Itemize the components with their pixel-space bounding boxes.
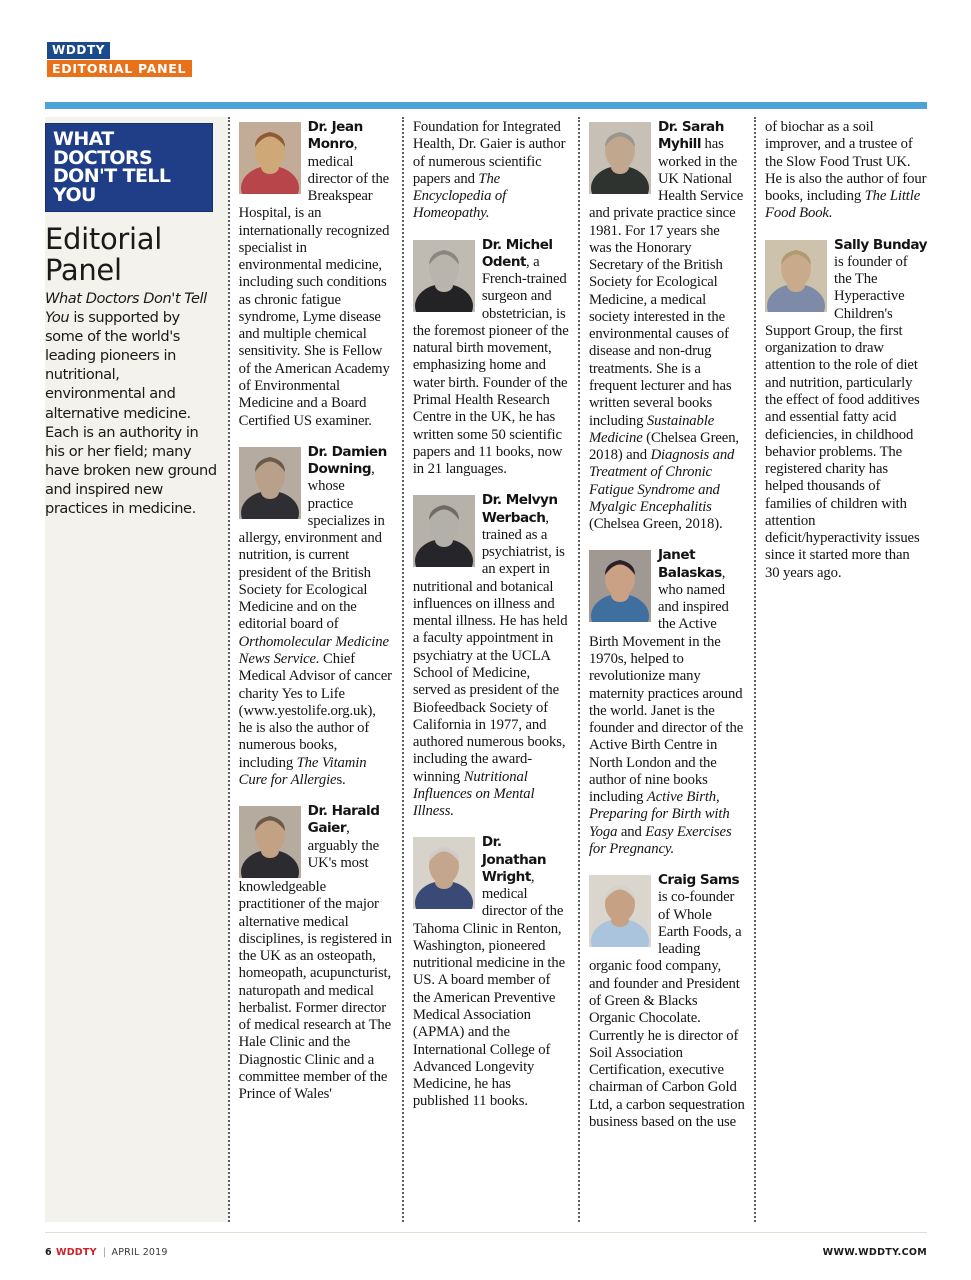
bio-title-damien-downing-italic1: Orthomolecular Medicine News Service. xyxy=(238,633,389,667)
bio-melvyn-werbach: Dr. Melvyn Werbach, trained as a psychia… xyxy=(412,492,569,820)
bio-damien-downing: Dr. Damien Downing, whose practice speci… xyxy=(238,443,393,789)
portrait-jean-monro xyxy=(238,122,301,194)
bio-name-sally-bunday: Sally Bunday xyxy=(834,236,927,253)
bio-jonathan-wright: Dr. Jonathan Wright, medical director of… xyxy=(412,834,569,1110)
bio-text-jean-monro-text: , medical director of the Breakspear Hos… xyxy=(238,136,390,429)
portrait-sally-bunday xyxy=(765,239,828,312)
bio-title-craig-sams-cont-italic1: The Little Food Book. xyxy=(765,188,921,222)
bio-janet-balaskas: Janet Balaskas, who named and inspired t… xyxy=(588,547,745,858)
wddty-wordmark: WHAT DOCTORS DON'T TELL YOU xyxy=(45,123,213,213)
portrait-craig-sams xyxy=(588,875,651,948)
bio-title-sarah-myhill-italic1: Sustainable Medicine xyxy=(588,412,715,446)
column-5: of biochar as a soil improver, and a tru… xyxy=(754,117,927,1222)
top-rule-bar xyxy=(45,102,927,109)
portrait-jonathan-wright xyxy=(412,837,475,910)
page-title-line-2: Panel xyxy=(45,253,122,288)
bio-text-jonathan-wright-text: , medical director of the Tahoma Clinic … xyxy=(412,868,565,1110)
masthead-section-label: EDITORIAL PANEL xyxy=(47,60,193,78)
bio-name-jean-monro: Dr. Jean Monro xyxy=(307,119,364,153)
masthead-brand-label: WDDTY xyxy=(47,42,111,59)
bio-text-michel-odent-text: , a French-trained surgeon and obstetric… xyxy=(412,253,569,478)
portrait-sarah-myhill xyxy=(588,122,651,194)
bio-name-michel-odent: Dr. Michel Odent xyxy=(481,236,553,270)
page-footer: 6 WDDTY | APRIL 2019 WWW.WDDTY.COM xyxy=(45,1232,927,1258)
bio-text-sarah-myhill-text3: (Chelsea Green, 2018). xyxy=(588,516,723,533)
bio-craig-sams: Craig Sams is co-founder of Whole Earth … xyxy=(588,872,745,1131)
portrait-melvyn-werbach xyxy=(412,495,475,568)
page-content: WHAT DOCTORS DON'T TELL YOU Editorial Pa… xyxy=(45,102,927,1222)
bio-text-harald-gaier-cont-text: Foundation for Integrated Health, Dr. Ga… xyxy=(412,119,566,187)
bio-name-damien-downing: Dr. Damien Downing xyxy=(307,443,388,478)
bio-sally-bunday: Sally Bunday is founder of the The Hyper… xyxy=(765,237,927,582)
masthead: WDDTY EDITORIAL PANEL xyxy=(47,41,193,78)
bio-title-janet-balaskas-italic1: Active Birth, Preparing for Birth with Y… xyxy=(588,789,730,840)
bio-text-harald-gaier-text: , arguably the UK's most knowledgeable p… xyxy=(238,820,392,1103)
bio-craig-sams-cont: of biochar as a soil improver, and a tru… xyxy=(765,119,927,223)
portrait-harald-gaier xyxy=(238,806,301,879)
bio-title-sarah-myhill-italic2: Diagnosis and Treatment of Chronic Fatig… xyxy=(588,447,735,515)
bio-text-sarah-myhill-text: has worked in the UK National Health Ser… xyxy=(588,136,744,429)
bio-title-melvyn-werbach-italic1: Nutritional Influences on Mental Illness… xyxy=(412,768,535,820)
portrait-damien-downing xyxy=(238,446,301,519)
bio-name-jonathan-wright: Dr. Jonathan Wright xyxy=(481,834,547,885)
bio-name-melvyn-werbach: Dr. Melvyn Werbach xyxy=(481,492,558,526)
portrait-michel-odent xyxy=(412,239,475,312)
bio-title-janet-balaskas-italic2: Easy Exercises for Pregnancy. xyxy=(588,823,732,857)
footer-separator: | xyxy=(102,1247,107,1258)
column-4: Dr. Sarah Myhill has worked in the UK Na… xyxy=(577,117,754,1222)
bio-title-damien-downing-italic2: The Vitamin Cure for Allergie xyxy=(238,754,367,788)
wordmark-line-2: DON'T TELL YOU xyxy=(53,165,171,206)
page-title-line-1: Editorial xyxy=(45,222,163,257)
footer-brand: WDDTY xyxy=(56,1247,97,1258)
wordmark-line-1: WHAT DOCTORS xyxy=(53,128,153,169)
bio-text-sally-bunday-text: is founder of the The Hyperactive Childr… xyxy=(765,253,920,581)
masthead-section-badge: EDITORIAL PANEL xyxy=(47,59,193,78)
editorial-intro-text: What Doctors Don't Tell You is supported… xyxy=(45,289,219,518)
intro-body: is supported by some of the world's lead… xyxy=(45,309,217,518)
bio-text-janet-balaskas-text: , who named and inspired the Active Birt… xyxy=(588,564,744,806)
bio-text-craig-sams-text: is co-founder of Whole Earth Foods, a le… xyxy=(588,889,745,1130)
column-2: Dr. Jean Monro, medical director of the … xyxy=(227,117,402,1222)
bio-text-janet-balaskas-text2: and xyxy=(617,823,646,840)
bio-michel-odent: Dr. Michel Odent, a French-trained surge… xyxy=(412,236,569,479)
bio-name-sarah-myhill: Dr. Sarah Myhill xyxy=(657,119,724,153)
bio-name-craig-sams: Craig Sams xyxy=(657,872,740,889)
bio-name-harald-gaier: Dr. Harald Gaier xyxy=(307,803,380,837)
footer-page-number: 6 xyxy=(45,1247,52,1258)
column-grid: WHAT DOCTORS DON'T TELL YOU Editorial Pa… xyxy=(45,117,927,1222)
bio-harald-gaier-cont: Foundation for Integrated Health, Dr. Ga… xyxy=(413,119,569,223)
bio-sarah-myhill: Dr. Sarah Myhill has worked in the UK Na… xyxy=(588,119,745,533)
portrait-janet-balaskas xyxy=(588,550,651,623)
column-editorial-intro: WHAT DOCTORS DON'T TELL YOU Editorial Pa… xyxy=(45,117,228,1222)
bio-name-janet-balaskas: Janet Balaskas xyxy=(657,547,722,581)
column-3: Foundation for Integrated Health, Dr. Ga… xyxy=(401,117,578,1222)
intro-publication-name: What Doctors Don't Tell You xyxy=(45,289,207,327)
bio-text-sarah-myhill-text2: (Chelsea Green, 2018) and xyxy=(588,429,739,464)
bio-text-damien-downing-text2: Chief Medical Advisor of cancer charity … xyxy=(238,650,392,771)
bio-jean-monro: Dr. Jean Monro, medical director of the … xyxy=(238,119,393,430)
page-title: Editorial Panel xyxy=(45,224,219,285)
footer-website[interactable]: WWW.WDDTY.COM xyxy=(822,1247,927,1258)
bio-text-damien-downing-text: , whose practice specializes in allergy,… xyxy=(238,461,385,633)
bio-title-harald-gaier-cont-italic1: The Encyclopedia of Homeopathy. xyxy=(412,170,507,222)
bio-harald-gaier: Dr. Harald Gaier, arguably the UK's most… xyxy=(238,803,393,1103)
footer-issue-date: APRIL 2019 xyxy=(111,1247,168,1258)
bio-text-damien-downing-text3: s. xyxy=(336,771,346,788)
bio-text-craig-sams-cont-text: of biochar as a soil improver, and a tru… xyxy=(765,119,927,205)
bio-text-melvyn-werbach-text: , trained as a psychiatrist, is an exper… xyxy=(412,509,568,785)
footer-issue-info: 6 WDDTY | APRIL 2019 xyxy=(45,1247,168,1258)
masthead-brand-badge: WDDTY xyxy=(47,41,192,59)
